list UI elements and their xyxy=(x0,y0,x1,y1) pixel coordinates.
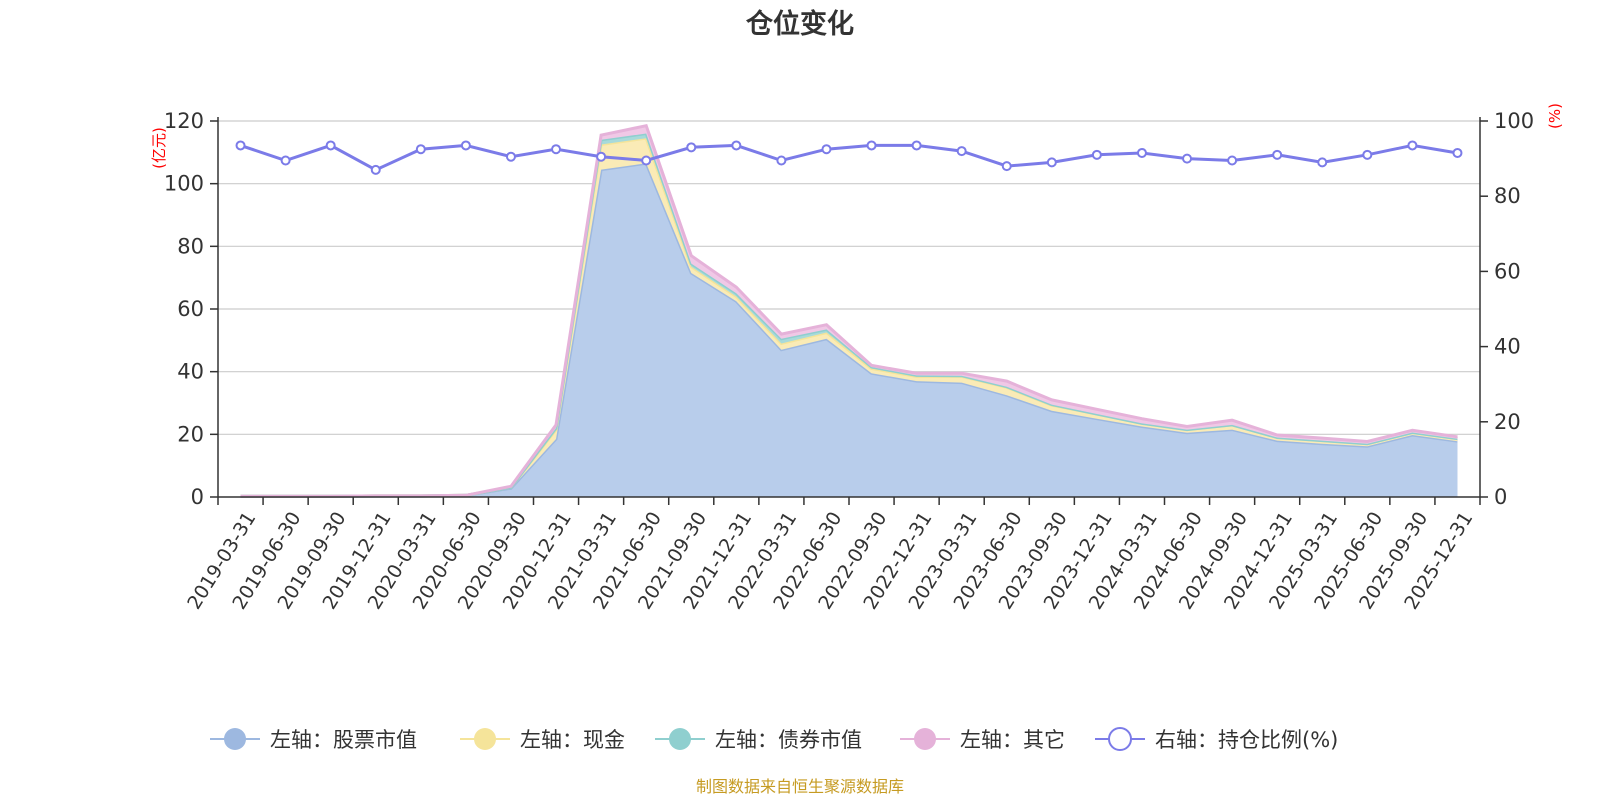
left-axis-unit: (亿元) xyxy=(150,127,168,169)
legend-label: 左轴：现金 xyxy=(520,728,625,752)
left-tick-label: 60 xyxy=(177,297,204,321)
ratio-line-path xyxy=(240,143,1458,172)
ratio-point xyxy=(596,151,607,162)
legend-marker xyxy=(669,728,691,750)
ratio-point xyxy=(505,151,516,162)
ratio-point xyxy=(911,140,922,151)
ratio-point xyxy=(1182,153,1193,164)
left-tick-label: 40 xyxy=(177,360,204,384)
left-tick-label: 20 xyxy=(177,422,204,446)
right-tick-label: 20 xyxy=(1494,410,1521,434)
legend: 左轴：股票市值 左轴：现金 左轴：债券市值 左轴：其它 右轴：持仓比例(%) xyxy=(210,727,1338,752)
right-tick-label: 100 xyxy=(1494,109,1534,133)
ratio-point xyxy=(1001,161,1012,172)
ratio-point xyxy=(686,142,697,153)
ratio-point xyxy=(280,155,291,166)
ratio-point xyxy=(731,140,742,151)
ratio-point xyxy=(1272,149,1283,160)
right-axis-unit: (%) xyxy=(1546,103,1564,129)
ratio-line xyxy=(235,140,1463,175)
area-series-1 xyxy=(240,163,1458,498)
axes: 0 20 40 60 80 100 120 0 20 40 60 80 100 xyxy=(164,109,1534,509)
chart-title: 仓位变化 xyxy=(745,8,854,40)
stacked-areas xyxy=(240,123,1458,498)
legend-label: 右轴：持仓比例(%) xyxy=(1155,728,1338,752)
right-tick-label: 80 xyxy=(1494,184,1521,208)
ratio-point xyxy=(641,155,652,166)
legend-marker xyxy=(1108,727,1132,751)
legend-label: 左轴：股票市值 xyxy=(270,728,417,752)
right-tick-label: 60 xyxy=(1494,259,1521,283)
left-tick-label: 120 xyxy=(164,109,204,133)
data-source-note: 制图数据来自恒生聚源数据库 xyxy=(696,777,904,796)
ratio-point xyxy=(1091,149,1102,160)
left-tick-label: 0 xyxy=(191,485,204,509)
legend-marker xyxy=(474,728,496,750)
left-tick-label: 80 xyxy=(177,234,204,258)
x-axis-labels: 2019-03-312019-06-302019-09-302019-12-31… xyxy=(183,508,1477,613)
legend-marker xyxy=(914,728,936,750)
left-tick-label: 100 xyxy=(164,172,204,196)
ratio-point xyxy=(551,144,562,155)
ratio-point xyxy=(1227,155,1238,166)
ratio-point xyxy=(1317,157,1328,168)
ratio-point xyxy=(821,144,832,155)
ratio-point xyxy=(370,164,381,175)
right-tick-label: 40 xyxy=(1494,335,1521,359)
ratio-point xyxy=(956,146,967,157)
ratio-point xyxy=(415,144,426,155)
legend-marker xyxy=(224,728,246,750)
ratio-point xyxy=(866,140,877,151)
ratio-point xyxy=(1407,140,1418,151)
right-tick-label: 0 xyxy=(1494,485,1507,509)
legend-label: 左轴：债券市值 xyxy=(715,728,862,752)
ratio-point xyxy=(235,140,246,151)
ratio-point xyxy=(1362,149,1373,160)
ratio-point xyxy=(776,155,787,166)
ratio-point xyxy=(460,140,471,151)
ratio-point xyxy=(325,140,336,151)
area-edge-series-4 xyxy=(240,123,1458,498)
ratio-point xyxy=(1452,147,1463,158)
legend-label: 左轴：其它 xyxy=(960,728,1065,752)
ratio-point xyxy=(1136,147,1147,158)
ratio-point xyxy=(1046,157,1057,168)
